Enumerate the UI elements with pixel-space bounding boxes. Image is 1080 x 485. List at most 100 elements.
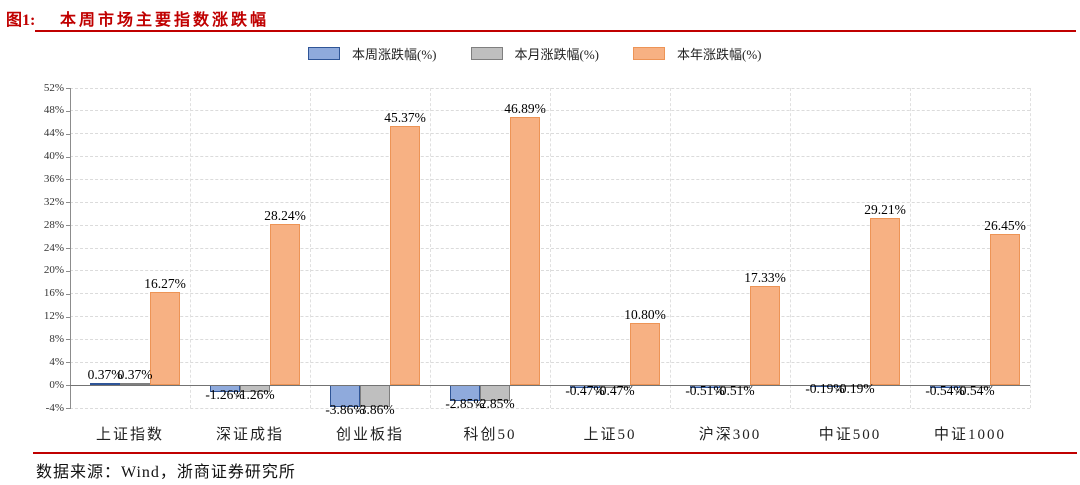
zero-axis-line [70, 384, 1030, 387]
v-gridline [310, 88, 311, 408]
y-axis-tick [66, 248, 70, 249]
y-axis-tick [66, 385, 70, 387]
y-axis-tick-label: 32% [43, 195, 64, 208]
bar-value-label: 26.45% [984, 218, 1026, 233]
bar [510, 117, 540, 386]
title-divider-rule [35, 30, 1076, 32]
y-axis-tick-label: 0% [49, 378, 64, 391]
v-gridline [550, 88, 551, 408]
bar [870, 218, 900, 386]
bar-value-label: 0.37% [117, 367, 153, 383]
page-title: 本周市场主要指数涨跌幅 [60, 12, 270, 29]
y-axis-tick [66, 156, 70, 158]
bar-value-label: -0.47% [595, 382, 635, 398]
bar [630, 323, 660, 386]
x-category-label: 中证500 [818, 427, 882, 443]
bar-value-label: -3.86% [355, 402, 395, 418]
bar-value-label: -0.54% [925, 383, 965, 399]
x-category-label: 科创50 [463, 427, 517, 443]
bar-value-label: 46.89% [504, 101, 546, 117]
y-axis-tick-label: 24% [43, 241, 64, 254]
y-axis-tick-label: 36% [43, 172, 64, 185]
bar-value-label: 17.33% [744, 270, 786, 286]
y-axis-tick [66, 408, 70, 409]
v-gridline [1030, 88, 1031, 408]
bar-value-label: -0.51% [685, 383, 725, 399]
x-category-label: 中证1000 [933, 427, 1006, 443]
y-axis-tick-label: -4% [45, 401, 64, 414]
y-axis-tick [66, 110, 70, 112]
y-axis-tick [66, 225, 70, 227]
y-axis-tick [66, 179, 70, 181]
bar-value-label: -1.26% [205, 387, 245, 403]
y-axis-tick-label: 52% [43, 81, 64, 94]
legend-label: 本年涨跌幅(%) [677, 47, 762, 62]
bar-value-label: 0.37% [87, 367, 123, 383]
v-gridline [670, 88, 671, 408]
figure-label: 图1: [6, 12, 36, 29]
y-axis-tick-label: 20% [43, 264, 64, 277]
y-axis-tick-label: 4% [49, 355, 64, 368]
bar-value-label: -0.19% [835, 381, 875, 397]
bar-value-label: -2.85% [445, 396, 485, 412]
bar-value-label: 10.80% [624, 307, 666, 323]
legend-label: 本周涨跌幅(%) [352, 47, 437, 62]
footer-divider-rule [33, 452, 1077, 454]
week-series-swatch-icon [308, 47, 340, 60]
v-gridline [790, 88, 791, 408]
year-series-swatch-icon [633, 47, 665, 60]
y-axis-tick-label: 8% [49, 332, 64, 345]
y-axis-tick-label: 44% [43, 127, 64, 140]
bar [120, 383, 150, 386]
v-gridline [190, 88, 191, 408]
legend-item-year: 本年涨跌幅(%) [633, 44, 762, 63]
v-gridline [910, 88, 911, 408]
bar-value-label: -0.54% [955, 383, 995, 399]
y-axis-tick-label: 16% [43, 287, 64, 300]
data-source-note: 数据来源：Wind，浙商证券研究所 [36, 464, 296, 481]
y-axis-tick-label: 12% [43, 310, 64, 323]
bar-value-label: 45.37% [384, 109, 426, 125]
y-axis-tick [66, 293, 70, 295]
y-axis-tick [66, 339, 70, 341]
y-axis-tick [66, 270, 70, 272]
legend-item-month: 本月涨跌幅(%) [470, 44, 600, 63]
y-axis-line [70, 88, 71, 409]
v-gridline [430, 88, 431, 408]
chart-legend: 本周涨跌幅(%) 本月涨跌幅(%) 本年涨跌幅(%) [308, 44, 762, 63]
bar-value-label: 28.24% [264, 207, 306, 223]
y-axis-tick [66, 362, 70, 364]
bar [90, 383, 120, 386]
bar [150, 292, 180, 386]
bar [990, 234, 1020, 386]
y-axis-tick [66, 316, 70, 318]
y-axis-tick [66, 133, 70, 135]
bar [390, 125, 420, 386]
x-category-label: 沪深300 [698, 427, 762, 443]
bar-value-label: 16.27% [144, 276, 186, 292]
x-category-label: 上证指数 [95, 427, 164, 443]
bar [270, 223, 300, 386]
month-series-swatch-icon [470, 47, 503, 60]
y-axis-tick-label: 48% [43, 104, 64, 117]
x-category-label: 上证50 [583, 427, 637, 443]
legend-item-week: 本周涨跌幅(%) [308, 44, 437, 63]
h-gridline [70, 407, 1030, 409]
bar-value-label: -1.26% [235, 387, 275, 403]
legend-label: 本月涨跌幅(%) [514, 47, 600, 62]
bar-value-label: -3.86% [325, 402, 365, 418]
y-axis-tick-label: 40% [43, 150, 64, 163]
bar-value-label: -0.47% [565, 382, 605, 398]
bar [750, 286, 780, 386]
y-axis-tick [66, 88, 70, 89]
x-category-label: 深证成指 [215, 427, 284, 443]
y-axis-tick [66, 202, 70, 204]
bar-value-label: -0.19% [805, 381, 845, 397]
x-category-label: 创业板指 [335, 427, 404, 443]
y-axis-tick-label: 28% [43, 218, 64, 231]
bar-value-label: -2.85% [475, 396, 515, 412]
bar-value-label: -0.51% [715, 383, 755, 399]
bar-value-label: 29.21% [864, 202, 906, 218]
